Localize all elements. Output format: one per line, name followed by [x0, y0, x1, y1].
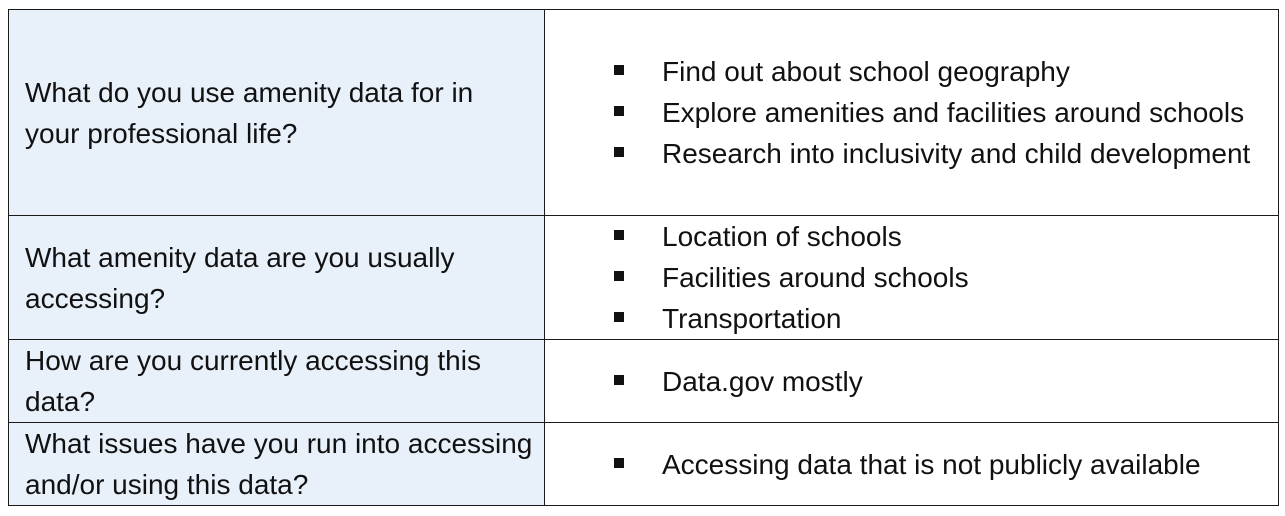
answer-list: Data.gov mostly: [545, 361, 1278, 402]
answer-list: Accessing data that is not publicly avai…: [545, 444, 1278, 485]
list-item: Accessing data that is not publicly avai…: [614, 444, 1268, 485]
question-cell: What amenity data are you usually access…: [8, 215, 545, 340]
list-item: Data.gov mostly: [614, 361, 1268, 402]
answer-list: Find out about school geography Explore …: [545, 51, 1278, 174]
answer-list: Location of schools Facilities around sc…: [545, 216, 1278, 339]
answer-cell: Data.gov mostly: [544, 339, 1279, 423]
list-item-text: Data.gov mostly: [662, 365, 863, 397]
list-item-text: Facilities around schools: [662, 262, 969, 293]
square-bullet-icon: [614, 230, 624, 240]
square-bullet-icon: [614, 457, 624, 468]
square-bullet-icon: [614, 374, 624, 385]
table-row: What do you use amenity data for in your…: [8, 9, 1279, 216]
square-bullet-icon: [614, 106, 624, 116]
list-item-text: Location of schools: [662, 221, 902, 252]
answer-cell: Location of schools Facilities around sc…: [544, 215, 1279, 340]
question-cell: What issues have you run into accessing …: [8, 422, 545, 506]
answer-cell: Accessing data that is not publicly avai…: [544, 422, 1279, 506]
list-item: Facilities around schools: [614, 257, 1268, 298]
table-row: How are you currently accessing this dat…: [8, 339, 1279, 423]
list-item-text: Find out about school geography: [662, 56, 1070, 87]
qa-table: What do you use amenity data for in your…: [8, 9, 1279, 506]
list-item: Location of schools: [614, 216, 1268, 257]
list-item: Transportation: [614, 298, 1268, 339]
question-cell: What do you use amenity data for in your…: [8, 9, 545, 216]
list-item-text: Research into inclusivity and child deve…: [662, 138, 1251, 169]
list-item-text: Accessing data that is not publicly avai…: [662, 448, 1201, 480]
table-row: What issues have you run into accessing …: [8, 422, 1279, 506]
list-item-text: Transportation: [662, 303, 842, 334]
square-bullet-icon: [614, 271, 624, 281]
list-item-text: Explore amenities and facilities around …: [662, 97, 1245, 128]
square-bullet-icon: [614, 312, 624, 322]
answer-cell: Find out about school geography Explore …: [544, 9, 1279, 216]
square-bullet-icon: [614, 65, 624, 75]
list-item: Research into inclusivity and child deve…: [614, 133, 1268, 174]
list-item: Find out about school geography: [614, 51, 1268, 92]
question-cell: How are you currently accessing this dat…: [8, 339, 545, 423]
table-row: What amenity data are you usually access…: [8, 215, 1279, 340]
list-item: Explore amenities and facilities around …: [614, 92, 1268, 133]
square-bullet-icon: [614, 147, 624, 157]
